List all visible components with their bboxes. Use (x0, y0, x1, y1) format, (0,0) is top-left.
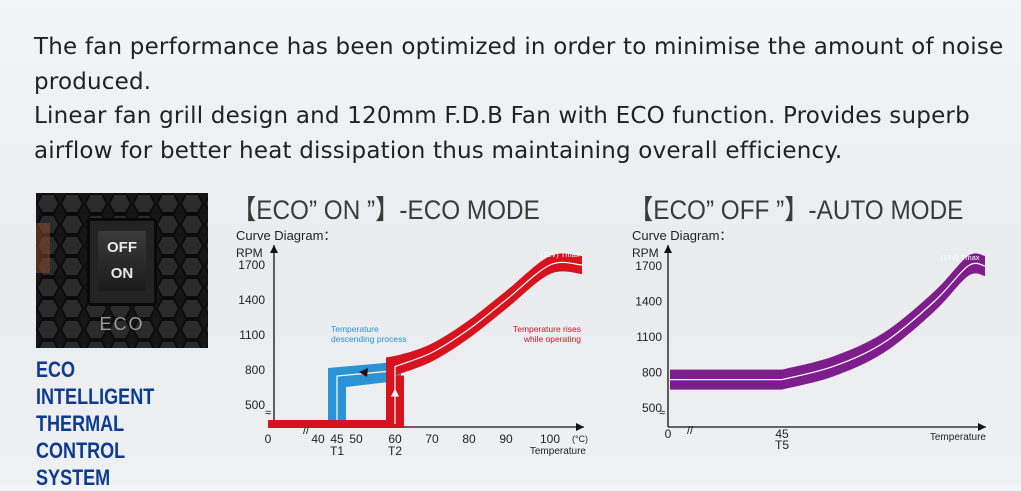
x-axis-break-mark: // (303, 425, 310, 437)
y-tick-label: 1400 (635, 295, 662, 309)
y-tick-label: 800 (642, 366, 662, 380)
y-tick-label: 1100 (636, 330, 662, 344)
y-tick-label: 1400 (238, 293, 265, 307)
y-axis-label: RPM (236, 246, 263, 260)
x-sub-label: T2 (388, 444, 402, 458)
x-axis-label: Temperature (930, 432, 987, 443)
x-axis-arrow (978, 423, 986, 431)
x-tick-label: 80 (462, 432, 476, 446)
descending-annotation-line2: descending process (331, 334, 407, 344)
y-axis-label: RPM (632, 246, 659, 260)
intro-line-fan: Linear fan grill design and 120mm F.D.B … (34, 103, 970, 164)
rising-annotation-line2: while operating (523, 334, 581, 344)
descending-annotation-line1: Temperature (331, 324, 379, 334)
tmax-label: (12V) Tmax (540, 250, 579, 259)
curve-diagram-label: Curve Diagram： (632, 228, 732, 243)
x-tick-label: 45 (775, 427, 789, 441)
x-tick-label: 70 (425, 432, 439, 446)
eco-caption-line2: THERMAL (36, 411, 125, 436)
y-tick-label: 1700 (635, 259, 662, 273)
y-tick-label: 1700 (238, 258, 265, 272)
x-sub-label: T1 (330, 444, 344, 458)
x-sub-label: T5 (775, 438, 789, 452)
x-tick-label: 60 (388, 432, 402, 446)
eco-switch-photo: OFF ON ECO (36, 193, 208, 348)
y-axis-break-mark: ≈ (659, 407, 665, 419)
descending-direction-arrow (359, 368, 368, 377)
x-tick-label: 50 (349, 432, 363, 446)
x-tick-label: 100 (540, 432, 560, 446)
eco-mode-title: 【ECO” ON ”】-ECO MODE (232, 195, 540, 225)
y-axis-arrow (664, 245, 672, 253)
intro-text: The fan performance has been optimized i… (34, 30, 1009, 168)
rising-curve-centerline (394, 261, 583, 424)
y-axis-arrow (270, 245, 278, 253)
descending-curve-centerline (336, 369, 398, 424)
x-tick-label: 90 (499, 432, 513, 446)
rising-direction-arrow (391, 388, 399, 397)
auto-mode-title: 【ECO” OFF ”】-AUTO MODE (629, 195, 964, 225)
eco-rocker-switch: OFF ON (87, 218, 157, 306)
rising-curve-band (268, 253, 582, 428)
y-tick-label: 500 (642, 401, 662, 415)
x-axis-break-mark: // (687, 425, 694, 437)
y-tick-label: 1100 (239, 328, 265, 342)
tmax-label: (12V) Tmax (940, 253, 979, 262)
x-tick-label: 0 (665, 427, 672, 441)
switch-face: OFF ON (98, 231, 146, 291)
y-axis-break-mark: ≈ (265, 407, 271, 419)
x-tick-label: 0 (265, 432, 272, 446)
switch-eco-label: ECO (99, 314, 145, 334)
intro-line-noise: The fan performance has been optimized i… (34, 34, 1004, 95)
y-tick-label: 800 (245, 363, 265, 377)
x-tick-label: 40 (311, 432, 325, 446)
curve-diagram-label: Curve Diagram： (236, 228, 336, 243)
eco-caption-line1: ECO INTELLIGENT (36, 357, 155, 409)
rising-annotation-line1: Temperature rises (513, 324, 581, 334)
x-tick-label: 45 (330, 432, 344, 446)
x-unit-label: (°C) (572, 434, 588, 444)
switch-on-label: ON (110, 265, 134, 282)
switch-off-label: OFF (107, 239, 137, 256)
auto-curve-centerline (670, 262, 986, 381)
auto-curve-band (670, 253, 985, 390)
x-axis-arrow (576, 423, 584, 431)
descending-curve-band (268, 361, 401, 427)
x-axis-label: Temperature (530, 446, 587, 457)
y-tick-label: 500 (245, 398, 265, 412)
